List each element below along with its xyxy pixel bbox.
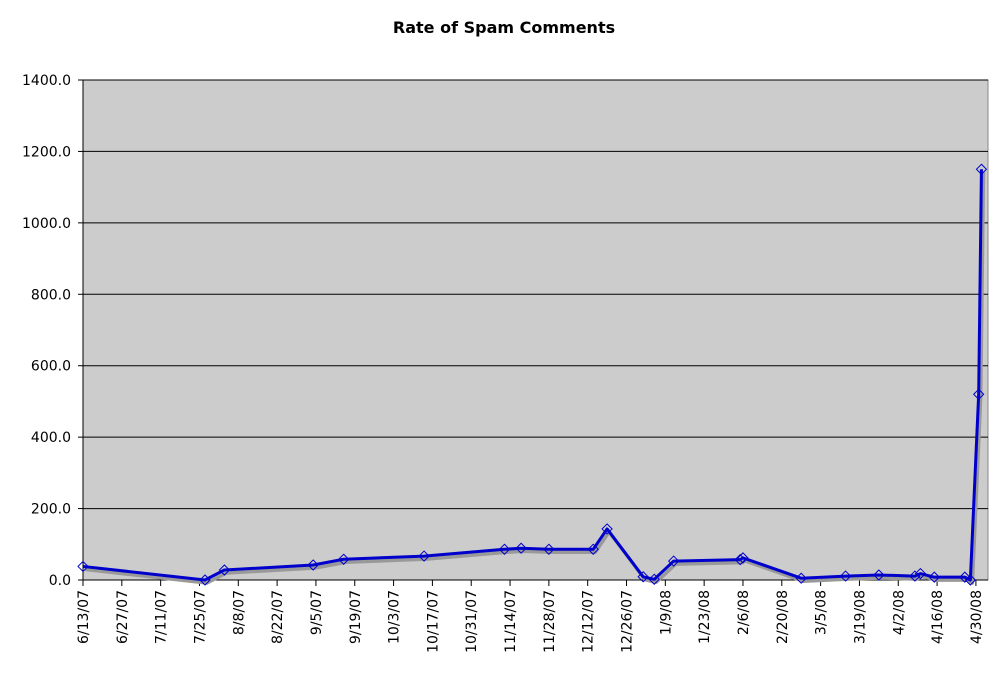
x-tick-label: 7/25/07: [192, 590, 208, 644]
x-tick-label: 7/11/07: [154, 590, 170, 644]
data-point-marker: [418, 550, 430, 562]
x-tick-label: 1/9/08: [658, 590, 674, 635]
x-tick-label: 12/12/07: [581, 590, 597, 653]
data-point-marker: [873, 569, 885, 581]
x-tick-label: 4/30/08: [969, 590, 985, 644]
x-tick-label: 8/8/07: [231, 590, 247, 635]
data-point-marker: [587, 543, 599, 555]
data-point-marker: [515, 542, 527, 554]
data-point-marker: [307, 559, 319, 571]
x-tick-label: 10/3/07: [387, 590, 403, 644]
data-point-marker: [909, 570, 921, 582]
data-point-marker: [648, 573, 660, 585]
x-tick-label: 4/2/08: [891, 590, 907, 635]
x-tick-label: 9/5/07: [309, 590, 325, 635]
x-tick-label: 10/17/07: [425, 590, 441, 653]
x-tick-label: 9/19/07: [348, 590, 364, 644]
y-tick-label: 800.0: [31, 287, 71, 303]
x-tick-label: 3/5/08: [814, 590, 830, 635]
data-point-marker: [964, 574, 977, 586]
y-tick-label: 400.0: [31, 430, 71, 446]
x-tick-label: 2/6/08: [736, 590, 752, 635]
data-point-marker: [77, 560, 89, 573]
data-point-marker: [839, 570, 852, 582]
y-tick-label: 1400.0: [22, 73, 71, 89]
x-tick-label: 1/23/08: [697, 590, 713, 644]
y-tick-label: 600.0: [31, 359, 71, 375]
y-tick-label: 200.0: [31, 502, 71, 518]
data-point-marker: [914, 567, 927, 580]
gridlines: [83, 79, 988, 510]
data-point-marker: [975, 163, 988, 175]
chart-title: Rate of Spam Comments: [393, 18, 615, 37]
data-point-marker: [637, 571, 649, 583]
x-tick-label: 4/16/08: [930, 590, 946, 644]
data-point-marker: [959, 571, 971, 583]
y-axis: 0.0 200.0 400.0 600.0 800.0 1000.0 1200.0 1400.…: [22, 73, 84, 589]
series-line: [82, 169, 983, 582]
y-tick-label: 1000.0: [22, 216, 71, 232]
x-tick-label: 11/14/07: [503, 590, 519, 653]
data-point-marker: [498, 543, 511, 555]
x-tick-label: 6/13/07: [76, 590, 92, 644]
y-tick-label: 0.0: [49, 573, 71, 589]
x-tick-label: 3/19/08: [852, 590, 868, 644]
x-tick-label: 10/31/07: [464, 590, 480, 653]
x-tick-label: 8/22/07: [270, 590, 286, 644]
data-point-marker: [218, 564, 231, 576]
data-point-marker: [601, 523, 613, 535]
data-point-marker: [543, 543, 555, 555]
series-group: [77, 163, 988, 586]
data-point-marker: [337, 553, 350, 565]
x-tick-label: 12/26/07: [620, 590, 636, 653]
y-tick-label: 1200.0: [22, 144, 71, 160]
series-shadow: [84, 172, 986, 585]
data-point-marker: [795, 572, 807, 584]
plot-area: [82, 79, 989, 581]
data-point-marker: [928, 571, 941, 583]
x-axis: 6/13/07 6/27/07 7/11/07 7/25/07 8/8/07 8/22/0…: [76, 579, 988, 653]
data-point-marker: [734, 553, 746, 566]
data-point-marker: [199, 574, 211, 586]
data-point-marker: [972, 388, 985, 400]
data-point-marker: [737, 552, 749, 564]
x-tick-label: 11/28/07: [542, 590, 558, 653]
data-point-marker: [667, 555, 680, 567]
x-tick-label: 6/27/07: [115, 590, 131, 644]
x-tick-label: 2/20/08: [775, 590, 791, 644]
